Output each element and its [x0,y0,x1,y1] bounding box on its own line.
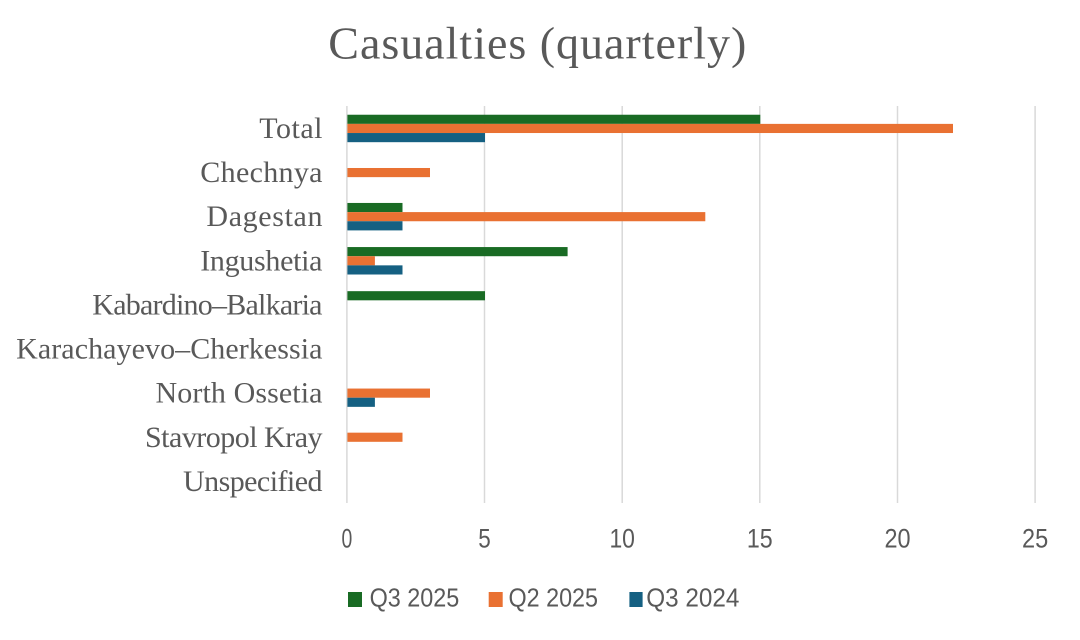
svg-text:Chechnya: Chechnya [200,156,322,189]
svg-text:20: 20 [884,523,910,553]
svg-text:15: 15 [747,523,773,553]
svg-text:Total: Total [259,112,322,145]
svg-text:Kabardino–Balkaria: Kabardino–Balkaria [92,288,322,321]
svg-text:Karachayevo–Cherkessia: Karachayevo–Cherkessia [16,333,322,366]
svg-text:North Ossetia: North Ossetia [156,377,323,410]
svg-text:0: 0 [342,523,353,553]
svg-text:25: 25 [1022,523,1048,553]
svg-text:Q3 2024: Q3 2024 [646,583,739,613]
svg-text:Unspecified: Unspecified [183,465,323,498]
svg-text:Ingushetia: Ingushetia [200,244,322,277]
svg-text:10: 10 [609,523,635,553]
svg-text:Q2 2025: Q2 2025 [509,583,599,613]
svg-text:Q3 2025: Q3 2025 [370,583,460,613]
svg-text:5: 5 [478,523,491,553]
svg-text:Casualties (quarterly): Casualties (quarterly) [328,18,746,69]
svg-text:Dagestan: Dagestan [206,200,322,233]
svg-text:Stavropol Kray: Stavropol Kray [145,421,323,454]
